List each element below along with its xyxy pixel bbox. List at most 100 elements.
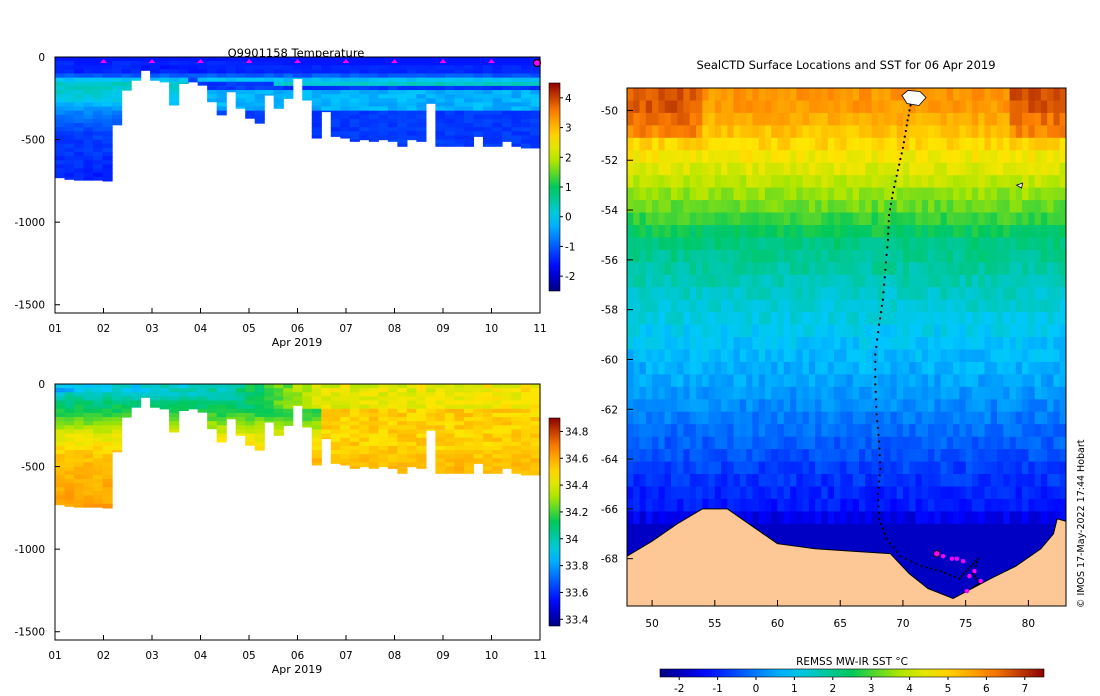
section-cell [425,81,436,87]
map-frame [626,87,1067,607]
sst-cell [997,200,1004,213]
sst-cell [821,200,829,213]
sst-cell [884,137,891,151]
sst-cell [984,374,992,388]
sst-cell [978,374,985,388]
section-cell [530,143,541,149]
section-cell [349,135,360,141]
sst-cell [683,150,691,164]
section-cell [226,417,237,420]
section-cell [463,81,475,87]
sst-cell [815,449,822,462]
section-cell [102,143,113,149]
sst-cell [959,349,967,363]
sst-cell [984,399,992,413]
section-cell [463,384,475,389]
track-point [882,291,885,294]
sst-cell [971,137,979,151]
sst-cell [721,386,728,400]
section-cell [64,139,75,145]
sst-cell [940,561,948,575]
sst-cell [708,386,716,400]
sst-cell [758,287,766,301]
sst-cell [896,449,904,462]
section-cell [378,450,389,455]
sst-cell [1059,374,1066,388]
section-cell [473,396,484,402]
time-tick-label: 07 [339,650,352,662]
sst-cell [840,150,847,164]
sst-cell [627,424,634,438]
sst-cell [771,349,778,363]
section-cell [463,61,475,66]
section-cell [102,106,113,112]
time-tick-label: 11 [533,650,546,662]
sst-cell [859,536,866,550]
section-cell [463,437,475,443]
sst-cell [877,200,885,213]
section-cell [93,65,104,70]
sst-cell [664,486,672,500]
sst-cell [1047,498,1054,512]
section-cell [482,135,494,141]
section-cell [102,408,113,414]
sst-cell [802,511,810,525]
section-cell [492,392,503,397]
sst-cell [790,100,797,114]
section-cell [454,425,465,431]
track-point [875,413,878,416]
sst-cell [834,312,841,325]
sst-cell [677,125,684,139]
sst-cell [733,461,741,475]
sst-cell [834,100,841,114]
sst-cell [896,225,904,238]
section-cell [463,90,475,95]
sst-cell [683,411,691,425]
sst-cell [859,262,866,276]
sst-cell [664,287,672,301]
track-point [876,338,879,341]
section-cell [368,139,379,142]
section-cell [273,408,284,414]
sst-cell [802,237,810,251]
sst-cell [708,424,716,438]
sst-cell [733,436,741,450]
section-cell [511,65,522,70]
section-cell [93,85,104,91]
section-cell [102,57,113,62]
sst-cell [921,386,929,400]
section-cell [235,392,246,397]
sst-cell [702,125,709,139]
sst-cell [1028,262,1036,276]
sst-cell [884,449,891,462]
sst-cell [859,212,866,226]
sst-cell [739,137,747,151]
section-cell [254,433,265,439]
section-cell [482,77,494,83]
sst-cell [802,523,810,537]
sst-cell [871,299,879,313]
sst-cell [733,187,741,201]
sst-cell [758,399,766,413]
sst-cell [1022,212,1029,226]
sst-cell [633,287,640,301]
sst-cell [689,212,697,226]
section-cell [473,462,484,464]
section-cell [416,425,427,431]
section-cell [473,57,484,62]
sst-cell [859,100,866,114]
section-cell [463,77,475,83]
sst-cell [664,312,672,325]
sst-cell [946,137,954,151]
sst-cell [639,349,647,363]
sst-cell [790,274,797,288]
section-cell [368,98,379,104]
sst-cell [896,461,904,475]
section-cell [330,73,341,79]
sst-cell [739,88,747,101]
sst-cell [821,474,829,487]
section-cell [511,94,522,99]
sst-cell [965,237,973,251]
sst-cell [852,436,860,450]
sst-cell [890,337,898,350]
